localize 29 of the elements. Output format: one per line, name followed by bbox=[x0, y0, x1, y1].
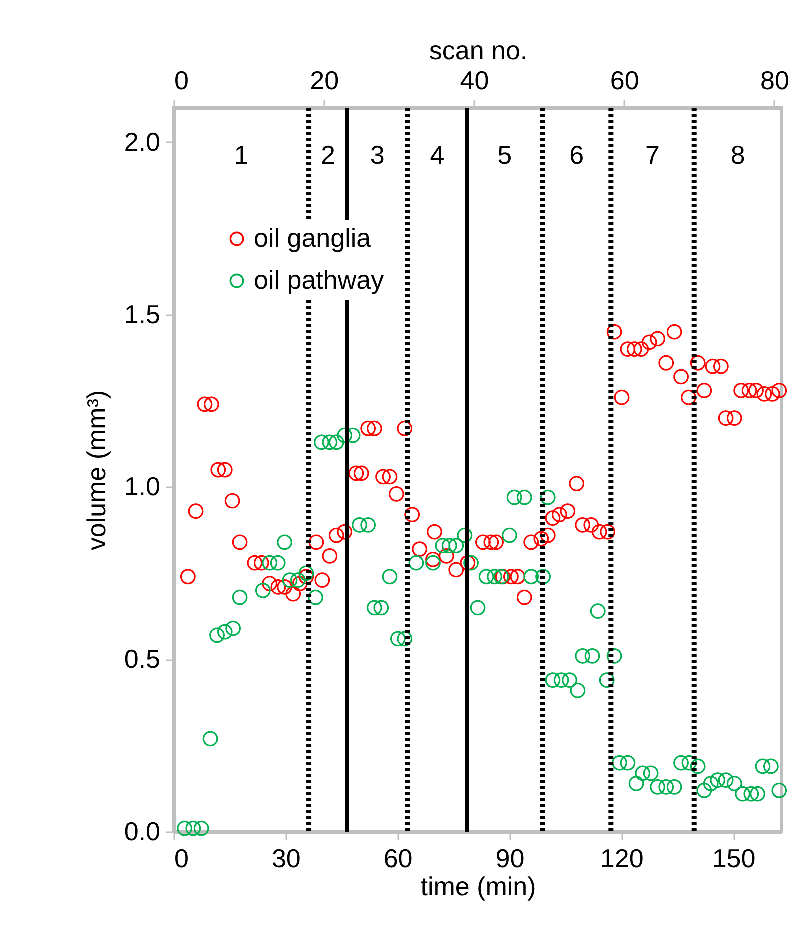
y-tick-label: 1.5 bbox=[124, 299, 160, 330]
x-axis-title: time (min) bbox=[420, 872, 536, 902]
legend-label: oil pathway bbox=[254, 265, 384, 295]
x-tick-label: 120 bbox=[600, 844, 644, 874]
x2-tick-label: 0 bbox=[174, 66, 189, 96]
x-tick-label: 0 bbox=[174, 844, 189, 874]
annotation: 2 bbox=[321, 140, 336, 170]
x-tick-label: 150 bbox=[712, 844, 756, 874]
y-tick-label: 2.0 bbox=[124, 126, 160, 157]
annotation: 8 bbox=[730, 140, 746, 170]
y-tick-label: 0.0 bbox=[124, 816, 160, 846]
annotation: 5 bbox=[498, 140, 512, 170]
x-tick-label: 60 bbox=[384, 844, 413, 874]
annotation: 3 bbox=[370, 140, 385, 170]
annotation: 6 bbox=[570, 140, 584, 170]
annotation: 7 bbox=[646, 140, 660, 170]
y-axis-title: volume (mm³) bbox=[81, 390, 112, 551]
legend-label: oil ganglia bbox=[254, 223, 372, 253]
x2-tick-label: 40 bbox=[460, 66, 490, 96]
y-tick-label: 0.5 bbox=[124, 644, 160, 674]
y-tick-label: 1.0 bbox=[124, 472, 160, 502]
x-tick-label: 30 bbox=[272, 844, 301, 874]
x2-tick-label: 60 bbox=[610, 66, 640, 96]
annotation: 4 bbox=[430, 140, 445, 170]
x2-tick-label: 20 bbox=[310, 66, 340, 96]
x2-axis-title: scan no. bbox=[429, 36, 528, 66]
annotation: 1 bbox=[234, 140, 249, 170]
x-tick-label: 90 bbox=[496, 844, 525, 874]
x2-tick-label: 80 bbox=[760, 66, 790, 96]
